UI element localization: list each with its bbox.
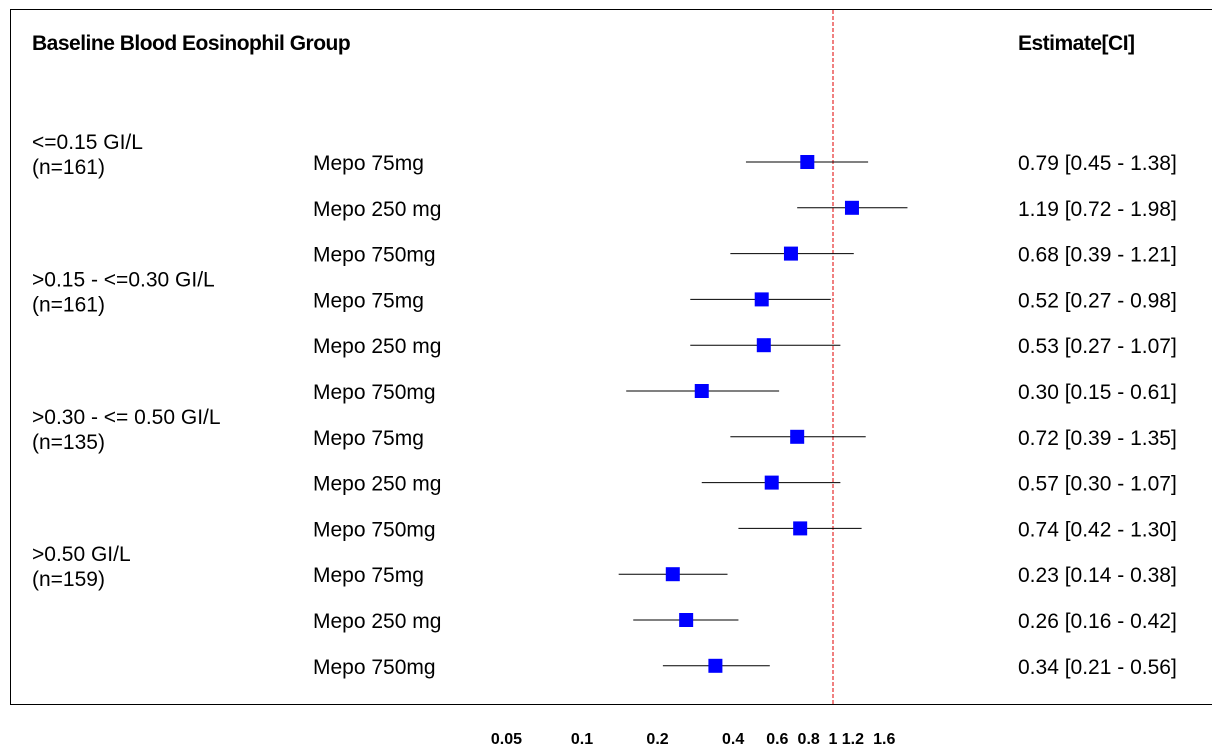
treatment-label: Mepo 250 mg [313, 473, 441, 496]
estimate-marker [679, 613, 694, 627]
group-label: >0.15 - <=0.30 GI/L [32, 268, 215, 291]
treatment-label: Mepo 75mg [313, 564, 424, 587]
x-tick-label: 0.2 [646, 731, 668, 746]
x-tick-label: 1.2 [842, 731, 864, 746]
header-left: Baseline Blood Eosinophil Group [32, 32, 350, 55]
estimate-marker [665, 567, 680, 582]
estimate-marker [754, 292, 769, 307]
estimate-marker [764, 475, 779, 490]
estimate-ci-text: 0.79 [0.45 - 1.38] [1018, 152, 1177, 175]
x-tick-label: 1 [829, 731, 838, 746]
group-label: >0.50 GI/L [32, 543, 131, 566]
treatment-label: Mepo 250 mg [313, 610, 441, 633]
group-n: (n=161) [32, 156, 105, 179]
estimate-marker [783, 246, 798, 261]
group-n: (n=135) [32, 431, 105, 454]
forest-rows: Mepo 75mg 0.79 [0.45 - 1.38] Mepo 250 mg 1.… [313, 152, 1177, 679]
group-labels: <=0.15 GI/L(n=161)>0.15 - <=0.30 GI/L(n=… [32, 131, 221, 591]
estimate-marker [800, 155, 815, 169]
treatment-label: Mepo 250 mg [313, 335, 441, 358]
header-right: Estimate[CI] [1018, 32, 1135, 55]
x-tick-label: 0.6 [766, 731, 788, 746]
estimate-marker [793, 521, 808, 536]
estimate-marker [694, 384, 709, 398]
treatment-label: Mepo 250 mg [313, 198, 441, 221]
x-tick-label: 0.05 [491, 731, 522, 746]
x-axis: 0.05 0.1 0.2 0.4 0.6 0.8 1 1.2 1.6 [491, 731, 896, 746]
treatment-label: Mepo 75mg [313, 289, 424, 312]
group-label: >0.30 - <= 0.50 GI/L [32, 406, 221, 429]
x-tick-label: 1.6 [873, 731, 895, 746]
estimate-ci-text: 0.34 [0.21 - 0.56] [1018, 656, 1177, 679]
estimate-ci-text: 0.26 [0.16 - 0.42] [1018, 610, 1177, 633]
estimate-ci-text: 0.30 [0.15 - 0.61] [1018, 381, 1177, 404]
estimate-ci-text: 1.19 [0.72 - 1.98] [1018, 198, 1177, 221]
x-tick-label: 0.1 [571, 731, 593, 746]
plot-border [10, 9, 1212, 705]
estimate-ci-text: 0.68 [0.39 - 1.21] [1018, 244, 1177, 267]
treatment-label: Mepo 75mg [313, 152, 424, 175]
treatment-label: Mepo 750mg [313, 244, 436, 267]
treatment-label: Mepo 750mg [313, 381, 436, 404]
treatment-label: Mepo 750mg [313, 518, 436, 541]
estimate-ci-text: 0.72 [0.39 - 1.35] [1018, 427, 1177, 450]
estimate-marker [708, 658, 723, 673]
x-tick-label: 0.4 [722, 731, 744, 746]
treatment-label: Mepo 75mg [313, 427, 424, 450]
estimate-marker [756, 338, 771, 353]
x-tick-label: 0.8 [798, 731, 820, 746]
treatment-label: Mepo 750mg [313, 656, 436, 679]
estimate-ci-text: 0.74 [0.42 - 1.30] [1018, 518, 1177, 541]
estimate-ci-text: 0.57 [0.30 - 1.07] [1018, 473, 1177, 496]
group-n: (n=161) [32, 293, 105, 316]
group-label: <=0.15 GI/L [32, 131, 143, 154]
estimate-ci-text: 0.53 [0.27 - 1.07] [1018, 335, 1177, 358]
estimate-ci-text: 0.52 [0.27 - 0.98] [1018, 289, 1177, 312]
estimate-marker [790, 429, 805, 444]
group-n: (n=159) [32, 568, 105, 591]
estimate-marker [844, 200, 859, 215]
estimate-ci-text: 0.23 [0.14 - 0.38] [1018, 564, 1177, 587]
